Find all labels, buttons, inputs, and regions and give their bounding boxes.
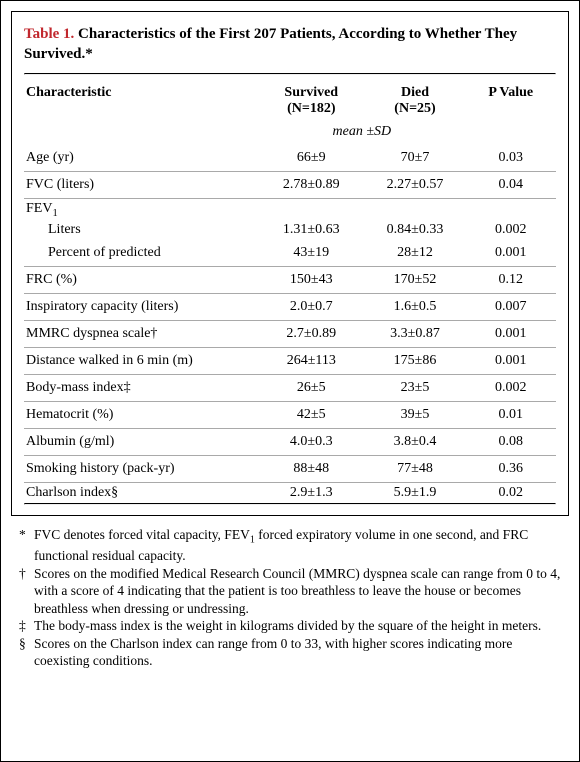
table-caption: Characteristics of the First 207 Patient… [24, 26, 517, 62]
cell-characteristic: Hematocrit (%) [24, 402, 258, 429]
cell-survived: 150±43 [258, 267, 364, 294]
cell-survived: 88±48 [258, 456, 364, 483]
table-row: FEV1 [24, 198, 556, 220]
cell-pvalue: 0.01 [466, 402, 556, 429]
cell-characteristic: Albumin (g/ml) [24, 429, 258, 456]
cell-died: 175±86 [364, 348, 465, 375]
footnotes: *FVC denotes forced vital capacity, FEV1… [11, 516, 569, 680]
cell-pvalue: 0.36 [466, 456, 556, 483]
table-row: MMRC dyspnea scale†2.7±0.893.3±0.870.001 [24, 321, 556, 348]
cell-died: 5.9±1.9 [364, 483, 465, 504]
footnote: ‡The body-mass index is the weight in ki… [19, 617, 561, 635]
cell-pvalue [466, 198, 556, 220]
cell-died: 70±7 [364, 145, 465, 172]
cell-died: 3.8±0.4 [364, 429, 465, 456]
cell-characteristic: Percent of predicted [24, 240, 258, 267]
cell-characteristic: Distance walked in 6 min (m) [24, 348, 258, 375]
table-row: Age (yr)66±970±70.03 [24, 145, 556, 172]
cell-died: 1.6±0.5 [364, 294, 465, 321]
footnote-mark: † [19, 565, 34, 618]
bottom-rule [24, 503, 556, 505]
table-container: Table 1. Characteristics of the First 20… [11, 11, 569, 516]
cell-pvalue: 0.001 [466, 348, 556, 375]
col-pvalue: P Value [466, 75, 556, 119]
subheader-row: mean ±SD [24, 119, 556, 145]
table-row: Albumin (g/ml)4.0±0.33.8±0.40.08 [24, 429, 556, 456]
cell-died: 23±5 [364, 375, 465, 402]
table-row: Hematocrit (%)42±539±50.01 [24, 402, 556, 429]
cell-characteristic: Charlson index§ [24, 483, 258, 504]
footnote: †Scores on the modified Medical Research… [19, 565, 561, 618]
cell-died: 0.84±0.33 [364, 220, 465, 240]
cell-died: 39±5 [364, 402, 465, 429]
cell-died: 77±48 [364, 456, 465, 483]
cell-survived: 2.0±0.7 [258, 294, 364, 321]
footnote-mark: ‡ [19, 617, 34, 635]
cell-characteristic: FVC (liters) [24, 171, 258, 198]
cell-pvalue: 0.08 [466, 429, 556, 456]
table-row: Percent of predicted43±1928±120.001 [24, 240, 556, 267]
col-characteristic: Characteristic [24, 75, 258, 119]
cell-survived: 4.0±0.3 [258, 429, 364, 456]
footnote-text: FVC denotes forced vital capacity, FEV1 … [34, 526, 561, 564]
table-number: Table 1. [24, 26, 74, 42]
cell-pvalue: 0.001 [466, 240, 556, 267]
table-row: Liters1.31±0.630.84±0.330.002 [24, 220, 556, 240]
cell-survived: 2.7±0.89 [258, 321, 364, 348]
cell-characteristic: FEV1 [24, 198, 258, 220]
cell-characteristic: Inspiratory capacity (liters) [24, 294, 258, 321]
cell-survived: 2.9±1.3 [258, 483, 364, 504]
cell-characteristic: Smoking history (pack-yr) [24, 456, 258, 483]
footnote-text: Scores on the modified Medical Research … [34, 565, 561, 618]
footnote: *FVC denotes forced vital capacity, FEV1… [19, 526, 561, 564]
footnote: §Scores on the Charlson index can range … [19, 635, 561, 670]
table-row: Body-mass index‡26±523±50.002 [24, 375, 556, 402]
cell-died: 28±12 [364, 240, 465, 267]
cell-pvalue: 0.12 [466, 267, 556, 294]
cell-died: 170±52 [364, 267, 465, 294]
data-table: Characteristic Survived (N=182) Died (N=… [24, 75, 556, 504]
table-row: FVC (liters)2.78±0.892.27±0.570.04 [24, 171, 556, 198]
cell-characteristic: Age (yr) [24, 145, 258, 172]
cell-survived: 26±5 [258, 375, 364, 402]
cell-pvalue: 0.007 [466, 294, 556, 321]
cell-characteristic: Liters [24, 220, 258, 240]
table-row: Charlson index§2.9±1.35.9±1.90.02 [24, 483, 556, 504]
footnote-mark: § [19, 635, 34, 670]
footnote-text: The body-mass index is the weight in kil… [34, 617, 561, 635]
table-card: Table 1. Characteristics of the First 20… [0, 0, 580, 762]
col-survived: Survived (N=182) [258, 75, 364, 119]
cell-pvalue: 0.03 [466, 145, 556, 172]
footnote-mark: * [19, 526, 34, 564]
cell-survived: 264±113 [258, 348, 364, 375]
cell-survived: 66±9 [258, 145, 364, 172]
header-row: Characteristic Survived (N=182) Died (N=… [24, 75, 556, 119]
cell-pvalue: 0.002 [466, 375, 556, 402]
table-row: Inspiratory capacity (liters)2.0±0.71.6±… [24, 294, 556, 321]
footnote-text: Scores on the Charlson index can range f… [34, 635, 561, 670]
table-row: Smoking history (pack-yr)88±4877±480.36 [24, 456, 556, 483]
cell-died: 2.27±0.57 [364, 171, 465, 198]
cell-survived: 1.31±0.63 [258, 220, 364, 240]
cell-survived [258, 198, 364, 220]
table-body: mean ±SD Age (yr)66±970±70.03FVC (liters… [24, 119, 556, 504]
cell-survived: 2.78±0.89 [258, 171, 364, 198]
cell-pvalue: 0.02 [466, 483, 556, 504]
subheader-text: mean ±SD [258, 119, 465, 145]
cell-pvalue: 0.04 [466, 171, 556, 198]
col-died: Died (N=25) [364, 75, 465, 119]
table-row: FRC (%)150±43170±520.12 [24, 267, 556, 294]
cell-characteristic: FRC (%) [24, 267, 258, 294]
cell-characteristic: MMRC dyspnea scale† [24, 321, 258, 348]
table-title: Table 1. Characteristics of the First 20… [24, 20, 556, 73]
cell-pvalue: 0.002 [466, 220, 556, 240]
cell-died: 3.3±0.87 [364, 321, 465, 348]
cell-died [364, 198, 465, 220]
cell-survived: 43±19 [258, 240, 364, 267]
cell-survived: 42±5 [258, 402, 364, 429]
cell-pvalue: 0.001 [466, 321, 556, 348]
cell-characteristic: Body-mass index‡ [24, 375, 258, 402]
table-row: Distance walked in 6 min (m)264±113175±8… [24, 348, 556, 375]
